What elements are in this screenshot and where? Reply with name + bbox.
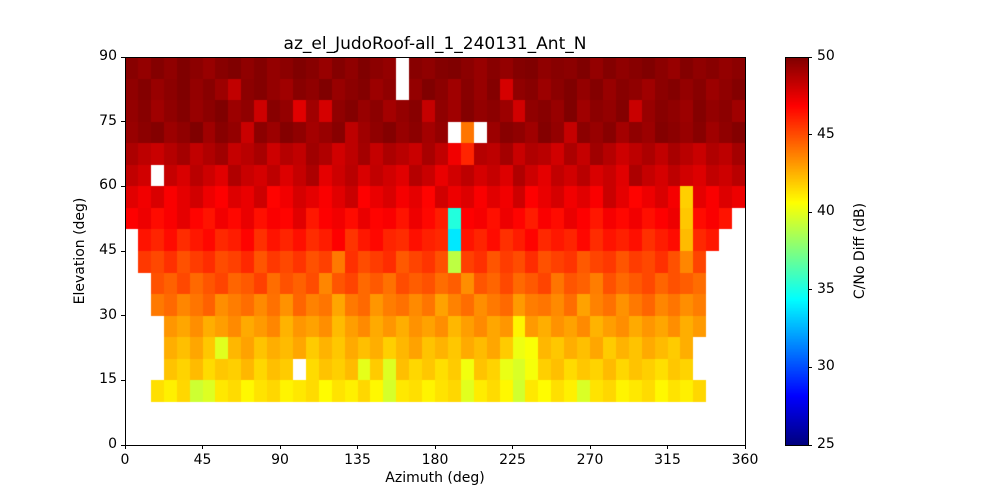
plot-title: az_el_JudoRoof-all_1_240131_Ant_N: [283, 34, 587, 54]
x-tick-label: 45: [193, 452, 212, 468]
x-tick-label: 315: [654, 452, 681, 468]
x-tick-mark: [357, 445, 358, 449]
x-tick-label: 270: [576, 452, 604, 468]
colorbar-tick-mark: [808, 366, 812, 368]
y-tick-mark: [121, 56, 125, 58]
colorbar-tick-mark: [808, 444, 812, 446]
x-tick-mark: [512, 445, 513, 449]
x-tick-label: 90: [271, 452, 289, 468]
x-tick-label: 225: [499, 452, 526, 468]
x-tick-mark: [202, 445, 203, 449]
colorbar-canvas: [785, 57, 808, 445]
colorbar-tick-label: 25: [817, 436, 835, 452]
y-tick-mark: [121, 121, 125, 123]
y-tick-mark: [121, 315, 125, 317]
y-tick-mark: [121, 250, 125, 252]
x-tick-label: 0: [120, 452, 130, 468]
x-tick-mark: [667, 445, 668, 449]
y-tick-label: 30: [99, 306, 117, 323]
x-tick-mark: [279, 445, 281, 449]
x-tick-label: 135: [344, 452, 371, 468]
x-tick-mark: [744, 445, 746, 449]
x-tick-mark: [589, 445, 591, 449]
y-tick-label: 60: [99, 177, 117, 194]
x-tick-mark: [124, 445, 126, 449]
colorbar-tick-mark: [808, 211, 812, 213]
heatmap-canvas: [125, 57, 745, 445]
colorbar-tick-label: 35: [817, 280, 835, 297]
colorbar-tick-mark: [808, 134, 812, 136]
y-tick-label: 45: [99, 242, 117, 258]
x-axis-label: Azimuth (deg): [385, 470, 485, 486]
colorbar-tick-mark: [808, 289, 812, 291]
x-tick-label: 180: [421, 452, 449, 468]
x-tick-label: 360: [731, 452, 759, 468]
y-tick-label: 90: [99, 48, 117, 64]
colorbar-tick-label: 40: [817, 203, 835, 220]
colorbar-tick-label: 30: [817, 358, 835, 375]
y-tick-mark: [121, 185, 125, 187]
x-tick-mark: [434, 445, 436, 449]
y-tick-label: 0: [108, 436, 117, 452]
y-tick-mark: [121, 379, 125, 381]
y-tick-label: 15: [99, 371, 117, 388]
colorbar-tick-label: 50: [817, 48, 835, 64]
y-tick-mark: [121, 444, 125, 446]
colorbar-tick-label: 45: [817, 125, 835, 142]
colorbar-label: C/No Diff (dB): [852, 202, 868, 300]
y-tick-label: 75: [99, 112, 117, 129]
colorbar-tick-mark: [808, 56, 812, 58]
